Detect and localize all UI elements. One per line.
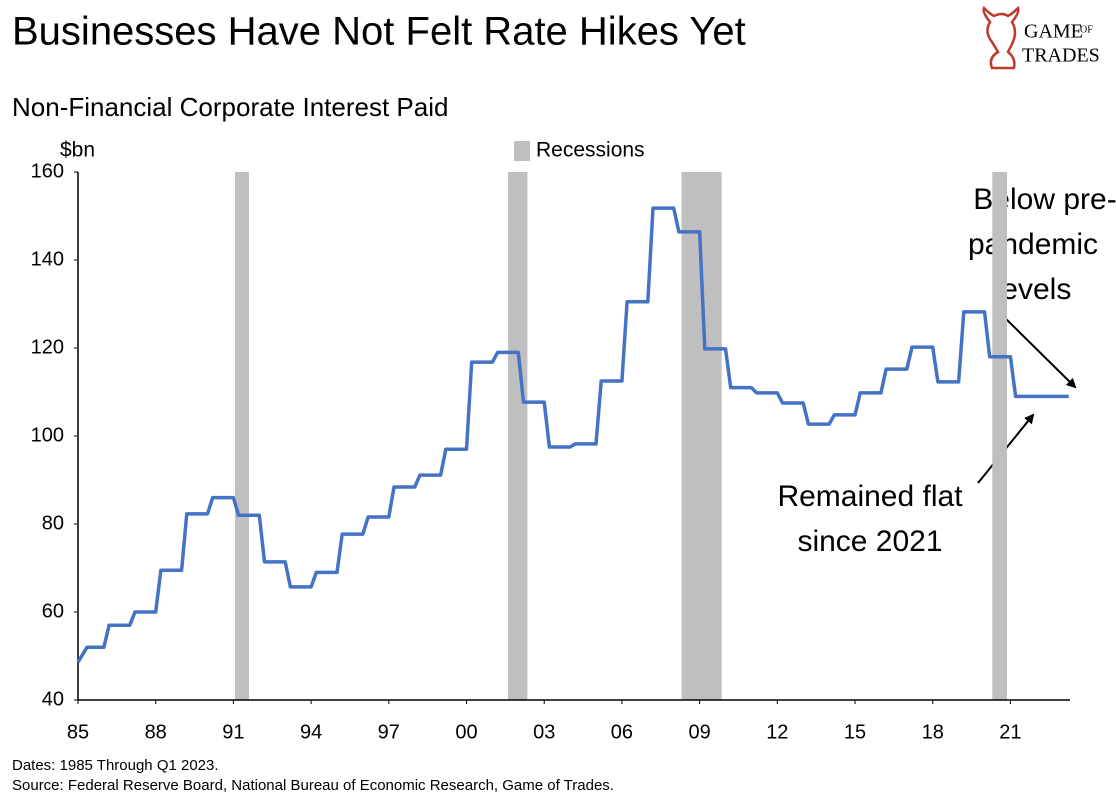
logo-icon bbox=[982, 5, 1020, 70]
y-tick-label: 100 bbox=[31, 424, 64, 446]
logo: GAME OF TRADES bbox=[982, 5, 1100, 70]
x-tick-label: 06 bbox=[611, 721, 633, 743]
x-tick-label: 97 bbox=[378, 721, 400, 743]
y-unit: $bn bbox=[60, 139, 95, 162]
data-line bbox=[76, 206, 1069, 664]
recession-band bbox=[234, 172, 249, 700]
y-tick-label: 140 bbox=[31, 248, 64, 270]
x-tick-label: 03 bbox=[533, 721, 555, 743]
legend-label: Recessions bbox=[536, 139, 645, 162]
y-tick-label: 40 bbox=[42, 688, 64, 710]
annotation: since 2021 bbox=[797, 525, 942, 558]
chart-title: Businesses Have Not Felt Rate Hikes Yet bbox=[12, 10, 746, 54]
x-tick-label: 85 bbox=[67, 721, 89, 743]
y-tick-label: 60 bbox=[42, 600, 64, 622]
annotation: Remained flat bbox=[777, 480, 963, 513]
logo-text: TRADES bbox=[1022, 45, 1100, 67]
annotation: levels bbox=[995, 273, 1072, 306]
x-tick-label: 18 bbox=[922, 721, 944, 743]
logo-text: GAME bbox=[1024, 21, 1083, 43]
x-tick-label: 21 bbox=[999, 721, 1021, 743]
annotation: pandemic bbox=[968, 228, 1098, 261]
recession-band bbox=[992, 172, 1008, 700]
x-tick-label: 88 bbox=[145, 721, 167, 743]
logo-text: OF bbox=[1080, 24, 1093, 35]
chart-subtitle: Non-Financial Corporate Interest Paid bbox=[12, 92, 448, 122]
y-tick-label: 80 bbox=[42, 512, 64, 534]
footnote: Dates: 1985 Through Q1 2023. bbox=[12, 757, 219, 774]
x-tick-label: 94 bbox=[300, 721, 322, 743]
y-tick-label: 160 bbox=[31, 160, 64, 182]
recession-band bbox=[507, 172, 528, 700]
x-tick-label: 12 bbox=[766, 721, 788, 743]
y-tick-label: 120 bbox=[31, 336, 64, 358]
legend-swatch bbox=[514, 141, 530, 161]
x-tick-label: 00 bbox=[455, 721, 477, 743]
arrow bbox=[999, 312, 1077, 389]
x-tick-label: 91 bbox=[222, 721, 244, 743]
footnote: Source: Federal Reserve Board, National … bbox=[12, 777, 614, 794]
x-tick-label: 15 bbox=[844, 721, 866, 743]
x-tick-label: 09 bbox=[688, 721, 710, 743]
